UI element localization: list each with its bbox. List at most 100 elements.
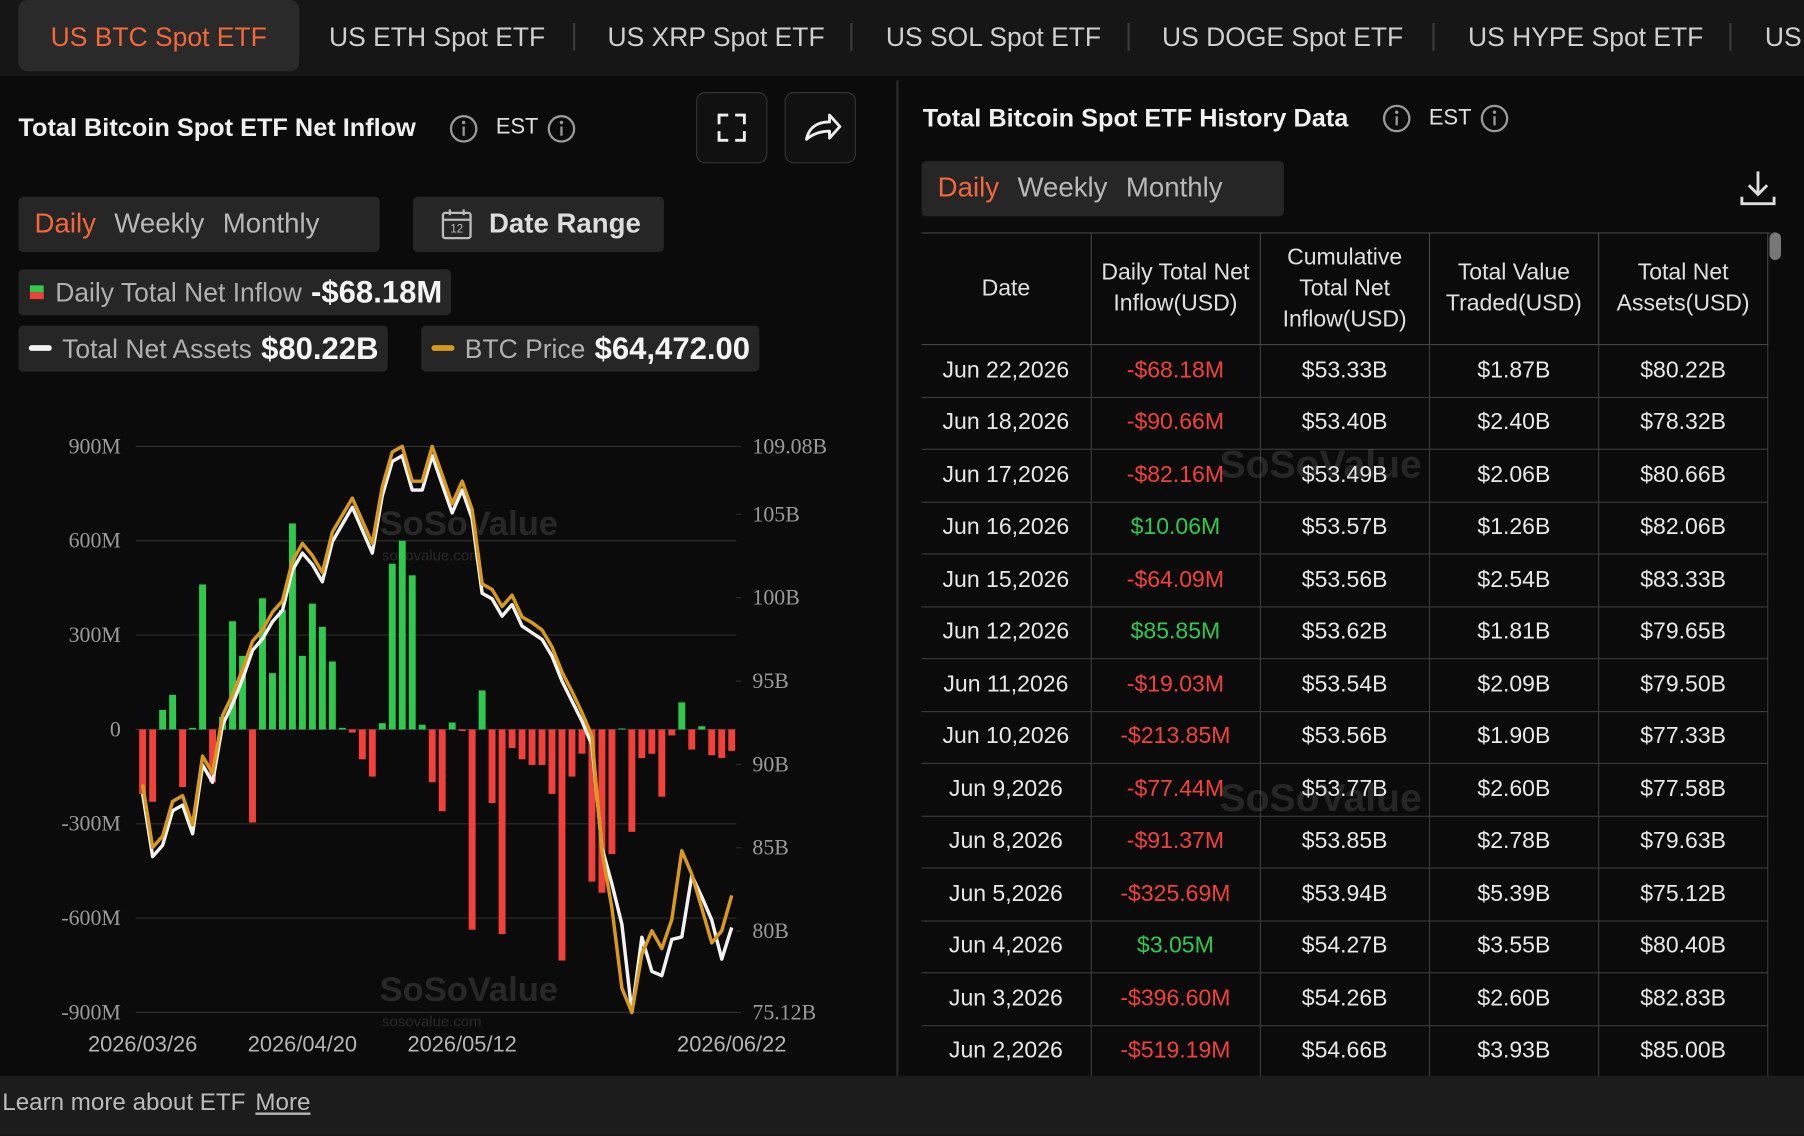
table-cell: $79.63B <box>1598 815 1769 869</box>
y2-tick-label: 75.12B <box>752 1000 816 1024</box>
period-option[interactable]: Monthly <box>222 208 320 240</box>
tab[interactable]: US SOL Spot ETF <box>885 21 1102 52</box>
bar <box>189 727 197 730</box>
fullscreen-button[interactable] <box>696 92 768 164</box>
tab[interactable]: US HYPE Spot ETF <box>1468 21 1704 52</box>
table-cell: -$325.69M <box>1090 868 1261 921</box>
table-cell: $1.81B <box>1429 606 1600 660</box>
tab[interactable]: US DOGE Spot ETF <box>1162 21 1404 52</box>
scrollbar[interactable] <box>1769 232 1781 261</box>
period-option[interactable]: Daily <box>34 208 96 240</box>
x-tick-label: 2026/05/12 <box>407 1032 516 1057</box>
tab[interactable]: US <box>1764 21 1802 52</box>
table-cell: $2.09B <box>1429 658 1600 712</box>
bar <box>398 540 406 730</box>
bar <box>728 729 736 751</box>
legend-item: Total Net Assets $80.22B <box>18 325 388 372</box>
table-cell: $2.06B <box>1429 449 1600 503</box>
period-option[interactable]: Weekly <box>1017 172 1108 204</box>
table-cell: $85.85M <box>1090 606 1261 660</box>
footer-link[interactable]: More <box>255 1089 311 1116</box>
y2-tick-label: 105B <box>752 502 799 526</box>
bar <box>638 729 646 759</box>
table-row: Jun 10,2026 -$213.85M $53.56B $1.90B $77.33B <box>921 711 1769 764</box>
table-cell: $3.55B <box>1429 920 1600 974</box>
period-option[interactable]: Monthly <box>1125 172 1223 204</box>
column-header: Total Net Assets(USD) <box>1598 233 1769 346</box>
bar <box>708 729 716 756</box>
footer: Learn more about ETF More <box>0 1075 1804 1136</box>
bar <box>668 729 676 736</box>
chart-title: Total Bitcoin Spot ETF Net Inflow <box>18 112 416 142</box>
date-range-label: Date Range <box>488 208 641 240</box>
watermark: SoSoValue <box>380 971 558 1009</box>
bar <box>169 694 177 730</box>
period-selector: Daily Weekly Monthly <box>921 161 1284 217</box>
bar <box>428 729 436 783</box>
tab[interactable]: US ETH Spot ETF <box>329 21 546 52</box>
table-cell: $53.49B <box>1260 449 1430 503</box>
table-cell: $2.54B <box>1429 553 1600 607</box>
table-cell: $53.56B <box>1260 711 1430 764</box>
y-tick-label: -300M <box>61 812 120 836</box>
table-row: Jun 5,2026 -$325.69M $53.94B $5.39B $75.12B <box>921 868 1769 921</box>
bar <box>518 729 526 760</box>
bar <box>199 584 207 730</box>
table-cell: $54.26B <box>1260 972 1430 1026</box>
y2-tick-label: 109.08B <box>752 434 827 458</box>
info-icon[interactable] <box>546 114 576 144</box>
table-cell: Jun 15,2026 <box>921 553 1092 607</box>
table-cell: $53.33B <box>1260 344 1430 398</box>
tab[interactable]: US BTC Spot ETF <box>18 0 299 72</box>
y2-tick-label: 90B <box>752 752 788 776</box>
y-tick-label: 300M <box>69 623 121 647</box>
timezone: EST <box>1428 105 1472 131</box>
y2-tick-label: 100B <box>752 586 799 610</box>
bar <box>568 729 576 777</box>
table-cell: Jun 2,2026 <box>921 1025 1092 1077</box>
bar <box>348 729 356 733</box>
bar <box>269 673 276 730</box>
bar <box>658 729 666 797</box>
table-cell: $53.56B <box>1260 553 1430 607</box>
info-icon[interactable] <box>1382 104 1412 134</box>
y-tick-label: 600M <box>69 529 121 553</box>
y-tick-label: 900M <box>69 434 121 458</box>
bar <box>298 655 306 730</box>
table-cell: Jun 3,2026 <box>921 972 1092 1026</box>
table-cell: $53.94B <box>1260 868 1430 921</box>
legend-label: BTC Price <box>464 333 586 363</box>
info-icon[interactable] <box>1480 104 1510 134</box>
svg-text:12: 12 <box>450 223 463 235</box>
y-tick-label: -600M <box>61 906 120 930</box>
table-cell: $85.00B <box>1598 1025 1769 1077</box>
bar <box>628 729 636 832</box>
bar <box>159 709 167 730</box>
bar <box>588 729 596 882</box>
table-cell: $2.78B <box>1429 815 1600 869</box>
bar <box>558 729 566 961</box>
bar <box>448 722 456 730</box>
info-icon[interactable] <box>449 114 479 144</box>
table-cell: $5.39B <box>1429 868 1600 921</box>
share-button[interactable] <box>784 92 856 164</box>
bar <box>578 729 586 754</box>
download-button[interactable] <box>1737 167 1778 208</box>
table-row: Jun 11,2026 -$19.03M $53.54B $2.09B $79.50B <box>921 658 1769 712</box>
table-cell: -$396.60M <box>1090 972 1261 1026</box>
table-row: Jun 12,2026 $85.85M $53.62B $1.81B $79.65B <box>921 606 1769 660</box>
period-option[interactable]: Daily <box>937 172 1000 204</box>
legend-value: $80.22B <box>261 330 379 366</box>
table-cell: $1.87B <box>1429 344 1600 398</box>
period-option[interactable]: Weekly <box>114 208 205 240</box>
y2-tick-label: 80B <box>752 919 788 943</box>
table-row: Jun 3,2026 -$396.60M $54.26B $2.60B $82.83B <box>921 972 1769 1026</box>
table-cell: $82.83B <box>1598 972 1769 1026</box>
table-cell: $1.26B <box>1429 501 1600 555</box>
tab[interactable]: US XRP Spot ETF <box>607 21 825 52</box>
table-cell: Jun 22,2026 <box>921 344 1092 398</box>
date-range-button[interactable]: 12 Date Range <box>413 196 664 252</box>
table-cell: $10.06M <box>1090 501 1261 555</box>
table-row: Jun 15,2026 -$64.09M $53.56B $2.54B $83.33B <box>921 553 1769 607</box>
